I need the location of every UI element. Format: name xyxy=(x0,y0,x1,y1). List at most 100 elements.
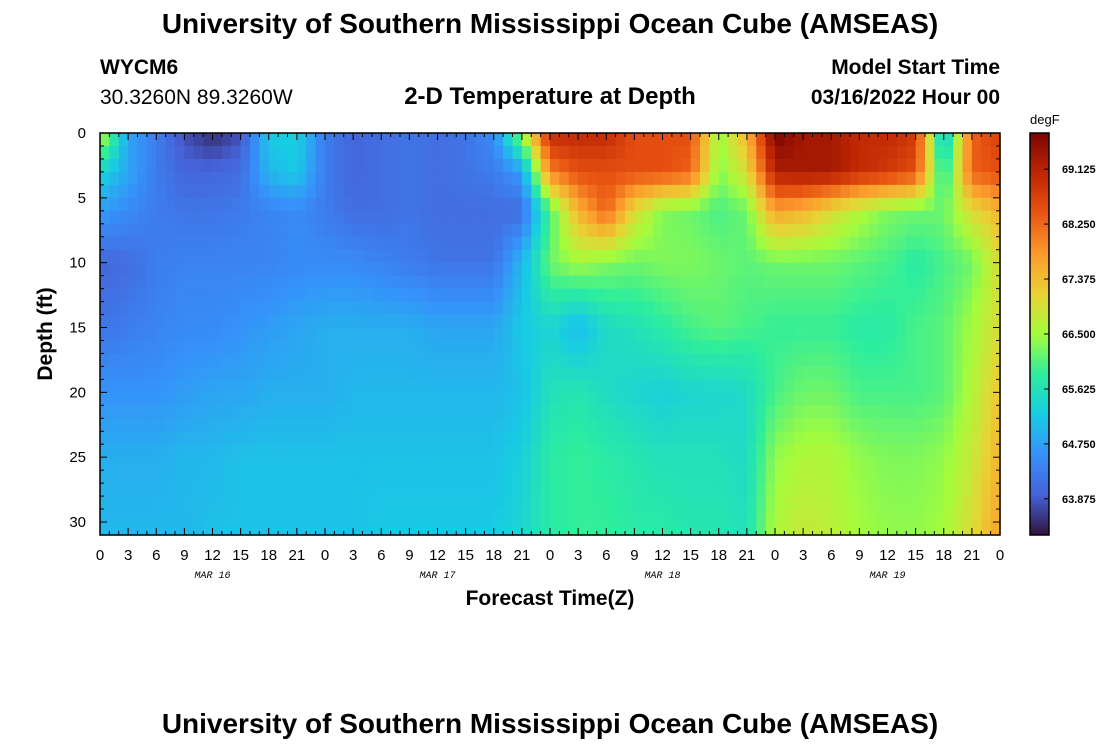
heatmap-cell xyxy=(728,496,739,510)
heatmap-cell xyxy=(896,392,907,406)
heatmap-cell xyxy=(362,197,373,212)
heatmap-cell xyxy=(953,340,964,355)
heatmap-cell xyxy=(531,249,542,264)
heatmap-cell xyxy=(971,158,982,173)
heatmap-cell xyxy=(250,301,260,316)
heatmap-cell xyxy=(109,145,120,160)
heatmap-cell xyxy=(353,340,364,355)
heatmap-cell xyxy=(231,405,242,419)
heatmap-cell xyxy=(878,236,889,251)
heatmap-cell xyxy=(718,405,729,419)
heatmap-cell xyxy=(587,301,598,316)
heatmap-cell xyxy=(690,522,701,536)
heatmap-cell xyxy=(203,496,214,510)
heatmap-cell xyxy=(700,457,710,471)
heatmap-cell xyxy=(212,340,223,355)
heatmap-cell xyxy=(531,418,542,432)
heatmap-cell xyxy=(531,236,542,251)
heatmap-cell xyxy=(418,353,429,368)
heatmap-cell xyxy=(662,314,673,329)
heatmap-cell xyxy=(578,457,589,471)
heatmap-cell xyxy=(887,223,898,238)
heatmap-cell xyxy=(287,145,298,160)
heatmap-cell xyxy=(343,327,354,342)
heatmap-cell xyxy=(634,418,645,432)
heatmap-cell xyxy=(418,171,429,186)
heatmap-cell xyxy=(325,171,335,186)
heatmap-cell xyxy=(625,353,635,368)
heatmap-cell xyxy=(456,236,467,251)
heatmap-cell xyxy=(643,145,654,160)
heatmap-cell xyxy=(737,210,748,225)
heatmap-cell xyxy=(362,522,373,536)
heatmap-cell xyxy=(362,509,373,523)
heatmap-cell xyxy=(643,197,654,212)
heatmap-cell xyxy=(428,197,439,212)
heatmap-cell xyxy=(165,158,176,173)
heatmap-cell xyxy=(737,366,748,380)
heatmap-cell xyxy=(381,262,392,277)
heatmap-cell xyxy=(868,314,879,329)
heatmap-cell xyxy=(128,184,139,199)
heatmap-cell xyxy=(681,145,692,160)
heatmap-cell xyxy=(793,223,804,238)
heatmap-cell xyxy=(259,353,270,368)
heatmap-cell xyxy=(521,327,532,342)
heatmap-cell xyxy=(418,340,429,355)
heatmap-cell xyxy=(671,379,682,393)
heatmap-cell xyxy=(446,236,457,251)
heatmap-cell xyxy=(512,418,523,432)
heatmap-cell xyxy=(493,340,504,355)
heatmap-cell xyxy=(484,496,495,510)
heatmap-cell xyxy=(428,236,439,251)
heatmap-cell xyxy=(240,340,251,355)
heatmap-cell xyxy=(709,405,720,419)
heatmap-cell xyxy=(250,210,260,225)
heatmap-cell xyxy=(568,171,579,186)
heatmap-cell xyxy=(690,184,701,199)
heatmap-cell xyxy=(193,353,204,368)
heatmap-cell xyxy=(971,366,982,380)
heatmap-cell xyxy=(653,405,664,419)
heatmap-cell xyxy=(793,288,804,303)
heatmap-cell xyxy=(896,483,907,497)
heatmap-cell xyxy=(212,418,223,432)
heatmap-cell xyxy=(831,353,842,368)
heatmap-cell xyxy=(793,340,804,355)
heatmap-cell xyxy=(953,418,964,432)
heatmap-cell xyxy=(728,340,739,355)
heatmap-cell xyxy=(718,223,729,238)
heatmap-cell xyxy=(390,483,401,497)
heatmap-cell xyxy=(521,249,532,264)
heatmap-cell xyxy=(803,327,814,342)
heatmap-cell xyxy=(446,509,457,523)
heatmap-cell xyxy=(428,145,439,160)
heatmap-cell xyxy=(371,431,382,445)
heatmap-cell xyxy=(831,236,842,251)
heatmap-cell xyxy=(428,171,439,186)
heatmap-cell xyxy=(503,184,514,199)
heatmap-cell xyxy=(146,314,157,329)
heatmap-cell xyxy=(315,509,326,523)
heatmap-cell xyxy=(981,236,992,251)
heatmap-cell xyxy=(606,133,617,147)
heatmap-cell xyxy=(109,392,120,406)
heatmap-cell xyxy=(625,184,635,199)
heatmap-cell xyxy=(681,223,692,238)
heatmap-cell xyxy=(990,509,1001,523)
heatmap-cell xyxy=(456,509,467,523)
heatmap-cell xyxy=(971,171,982,186)
heatmap-cell xyxy=(521,418,532,432)
heatmap-cell xyxy=(418,457,429,471)
heatmap-cell xyxy=(718,314,729,329)
heatmap-cell xyxy=(456,405,467,419)
heatmap-cell xyxy=(550,184,560,199)
heatmap-cell xyxy=(221,509,232,523)
heatmap-cell xyxy=(831,405,842,419)
heatmap-cell xyxy=(259,366,270,380)
heatmap-cell xyxy=(325,444,335,458)
heatmap-cell xyxy=(418,418,429,432)
heatmap-cell xyxy=(868,236,879,251)
heatmap-cell xyxy=(559,288,570,303)
heatmap-cell xyxy=(390,522,401,536)
